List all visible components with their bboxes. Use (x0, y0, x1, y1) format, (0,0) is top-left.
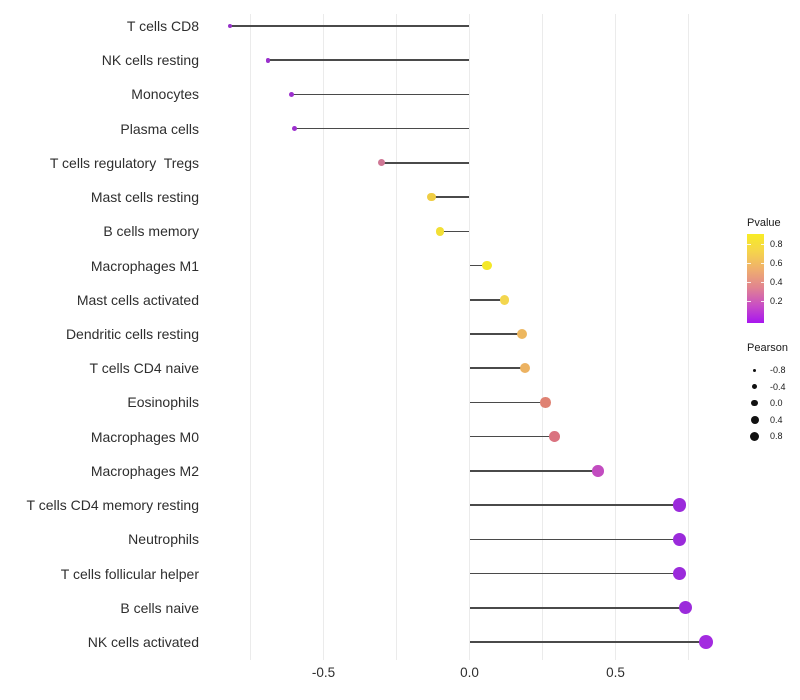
lollipop-dot (699, 635, 713, 649)
x-gridline (469, 14, 470, 660)
lollipop-stem (469, 401, 546, 404)
colorbar-tick-label: 0.6 (770, 258, 783, 268)
lollipop-stem (469, 367, 525, 369)
lollipop-stem (268, 59, 470, 62)
size-legend-dot (752, 384, 757, 389)
y-axis-label: Monocytes (131, 86, 199, 103)
size-legend-label: -0.4 (770, 381, 786, 392)
x-gridline (542, 14, 543, 660)
y-axis-label: Macrophages M0 (90, 428, 199, 445)
lollipop-dot (378, 159, 386, 167)
pvalue-legend-title: Pvalue (747, 217, 781, 229)
lollipop-dot (291, 125, 297, 132)
colorbar-tick-mark (747, 282, 751, 283)
lollipop-dot (548, 431, 560, 443)
lollipop-stem (431, 196, 470, 198)
size-legend-dot (750, 415, 759, 424)
x-gridline (323, 14, 324, 660)
lollipop-stem (469, 538, 680, 541)
size-legend-dot (750, 431, 759, 441)
lollipop-dot (517, 328, 528, 340)
lollipop-dot (519, 363, 531, 374)
lollipop-dot (265, 57, 271, 63)
size-legend-dot (753, 368, 756, 372)
lollipop-stem (381, 162, 470, 164)
colorbar-tick-mark (747, 244, 751, 245)
lollipop-dot (673, 498, 687, 512)
x-gridline (250, 14, 251, 660)
lollipop-stem (469, 435, 555, 438)
lollipop-dot (482, 260, 492, 271)
y-axis-label: Mast cells resting (90, 189, 199, 206)
lollipop-dot (436, 227, 445, 236)
colorbar-tick-mark (760, 263, 764, 264)
size-legend-label: 0.0 (770, 398, 783, 408)
lollipop-stem (230, 25, 470, 27)
y-axis-label: T cells CD4 naive (89, 360, 199, 377)
x-gridline (688, 14, 689, 660)
x-axis-tick-label: 0.0 (460, 665, 479, 680)
lollipop-dot (288, 91, 295, 98)
y-axis-label: Macrophages M2 (90, 462, 199, 479)
lollipop-stem (294, 127, 470, 130)
colorbar-tick-mark (747, 301, 751, 302)
pearson-legend-title: Pearson (747, 342, 788, 354)
colorbar-tick-mark (747, 263, 751, 264)
y-axis-label: Mast cells activated (76, 291, 199, 308)
y-axis-label: Dendritic cells resting (65, 325, 199, 342)
y-axis-label: Plasma cells (120, 120, 199, 137)
lollipop-dot (673, 532, 687, 546)
lollipop-stem (469, 641, 707, 643)
lollipop-stem (291, 93, 470, 96)
lollipop-dot (673, 566, 687, 581)
lollipop-dot (678, 601, 693, 615)
y-axis-label: Macrophages M1 (90, 257, 199, 274)
x-gridline (396, 14, 397, 660)
lollipop-stem (469, 470, 598, 472)
colorbar-tick-mark (760, 301, 764, 302)
colorbar-tick-label: 0.2 (770, 296, 783, 306)
size-legend-label: -0.8 (770, 365, 786, 375)
y-axis-label: B cells naive (120, 599, 199, 616)
y-axis-label: T cells follicular helper (60, 565, 199, 582)
lollipop-stem (469, 264, 488, 267)
lollipop-dot (592, 465, 604, 477)
size-legend-dot (751, 399, 758, 407)
size-legend-label: 0.8 (770, 431, 783, 441)
lollipop-dot (427, 193, 436, 202)
pvalue-colorbar (747, 234, 764, 323)
lollipop-stem (469, 333, 523, 335)
colorbar-tick-mark (760, 282, 764, 283)
lollipop-dot (228, 23, 233, 29)
lollipop-stem (469, 572, 680, 575)
size-legend-label: 0.4 (770, 414, 783, 425)
y-axis-label: Eosinophils (127, 394, 199, 411)
lollipop-stem (440, 230, 470, 233)
y-axis-label: NK cells resting (101, 52, 199, 69)
lollipop-dot (499, 294, 510, 305)
y-axis-label: NK cells activated (87, 633, 199, 650)
x-axis-tick-label: 0.5 (606, 665, 625, 680)
y-axis-label: B cells memory (103, 223, 199, 240)
colorbar-tick-label: 0.4 (770, 277, 783, 287)
y-axis-label: Neutrophils (128, 531, 199, 548)
y-axis-label: T cells CD8 (126, 18, 199, 34)
y-axis-label: T cells CD4 memory resting (26, 497, 199, 514)
lollipop-stem (469, 504, 680, 506)
lollipop-stem (469, 606, 686, 609)
y-axis-label: T cells regulatory Tregs (49, 154, 199, 171)
colorbar-tick-mark (760, 244, 764, 245)
x-gridline (615, 14, 616, 660)
lollipop-stem (469, 298, 505, 301)
colorbar-tick-label: 0.8 (770, 239, 783, 249)
lollipop-dot (540, 397, 551, 408)
plot-panel (207, 14, 733, 660)
x-axis-tick-label: -0.5 (311, 665, 336, 680)
